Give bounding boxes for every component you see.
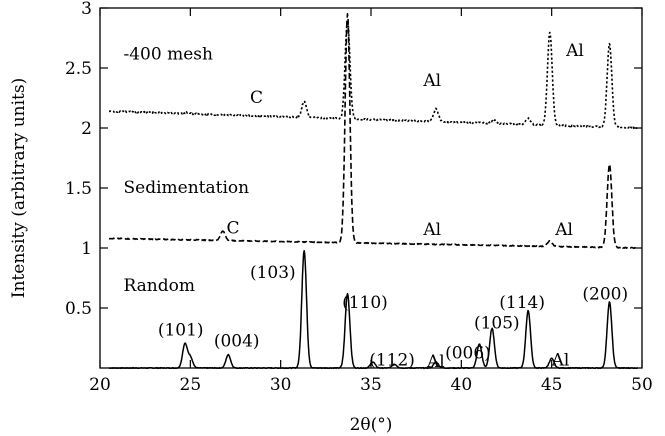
x-axis-title: 2θ(°) [350, 415, 393, 435]
annotation-label: (105) [474, 313, 520, 333]
annotation-label: Al [554, 220, 573, 240]
y-axis-title: Intensity (arbitrary units) [9, 78, 29, 298]
annotation-label: (006) [445, 343, 491, 363]
series-line-sedimentation [108, 13, 639, 250]
annotation-label: (103) [250, 263, 296, 283]
x-tick-label: 25 [180, 375, 202, 395]
annotation-label: C [226, 219, 239, 239]
annotation-label: (112) [369, 351, 415, 371]
y-tick-label: 2 [81, 119, 92, 139]
x-tick-label: 30 [270, 375, 292, 395]
annotation-label: Al [551, 351, 570, 371]
annotation-label: Al [565, 41, 584, 61]
annotation-label: C [250, 88, 263, 108]
annotation-label: (004) [214, 331, 260, 351]
annotation-label: Sedimentation [123, 178, 249, 198]
y-tick-label: 2.5 [65, 59, 92, 79]
annotation-label: Al [422, 71, 441, 91]
annotation-label: (114) [499, 293, 545, 313]
annotation-label: Al [426, 352, 445, 372]
y-tick-label: 0.5 [65, 299, 92, 319]
annotation-label: (101) [158, 321, 204, 341]
ticks-layer: 20 25 30 35 40 45 50 0.5 1 1.5 2 2.5 3 [65, 0, 653, 395]
annotation-label: Random [123, 276, 195, 296]
x-tick-label: 20 [89, 375, 111, 395]
annotation-label: (200) [582, 285, 628, 305]
y-tick-label: 3 [81, 0, 92, 19]
annotation-label: -400 mesh [123, 45, 213, 65]
y-tick-label: 1.5 [65, 179, 92, 199]
annotation-label: Al [422, 220, 441, 240]
x-tick-label: 45 [541, 375, 563, 395]
y-tick-label: 1 [81, 239, 92, 259]
x-tick-label: 40 [451, 375, 473, 395]
series-line--400-mesh [108, 19, 639, 130]
x-tick-label: 50 [631, 375, 653, 395]
annotation-layer: -400 mesh C Al Al Sedimentation C Al Al Random (1… [123, 41, 628, 372]
x-tick-label: 35 [360, 375, 382, 395]
annotation-label: (110) [342, 293, 388, 313]
